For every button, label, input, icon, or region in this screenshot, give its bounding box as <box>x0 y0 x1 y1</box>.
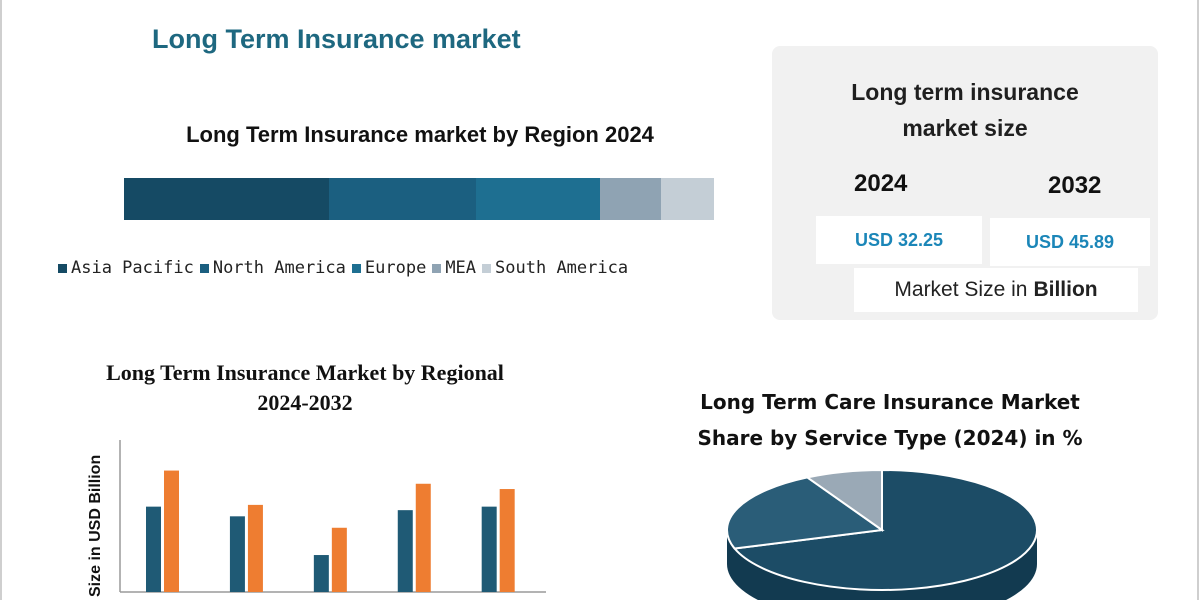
market-size-title: Long term insurance market size <box>851 79 1079 141</box>
region-segment-mea <box>599 178 662 220</box>
legend-item: North America <box>199 258 346 278</box>
bar-group-2-series-1 <box>229 516 245 592</box>
legend-item: South America <box>482 258 628 278</box>
pie-slice-2 <box>726 476 885 550</box>
legend-swatch <box>432 263 442 273</box>
unit-prefix: Market Size in <box>894 278 1028 301</box>
market-size-unit: Market Size in Billion <box>854 268 1138 312</box>
region-segment-south-america <box>661 178 714 220</box>
legend-swatch <box>351 263 361 273</box>
legend-label: North America <box>212 258 346 278</box>
legend-label: Europe <box>364 258 427 278</box>
year-2032-label: 2032 <box>1048 172 1102 199</box>
legend-label: South America <box>495 258 629 278</box>
regional-bar-chart: Size in USD Billion <box>87 440 546 597</box>
bar-group-4-series-2 <box>415 483 431 592</box>
bar-group-2-series-2 <box>247 504 263 592</box>
region-segment-north-america <box>329 178 477 220</box>
service-type-pie-chart <box>726 468 1038 600</box>
region-segment-europe <box>476 178 600 220</box>
region-segment-asia-pacific <box>124 178 330 220</box>
legend-label: MEA <box>445 258 477 278</box>
pie-slice-1 <box>732 468 1038 591</box>
bar-group-3-series-2 <box>331 527 347 592</box>
pie-chart-title: Long Term Care Insurance Market Share by… <box>697 390 1083 450</box>
legend-label: Asia Pacific <box>71 258 194 278</box>
regional-bar-chart-title: Long Term Insurance Market by Regional 2… <box>106 360 504 415</box>
legend-swatch <box>199 263 209 273</box>
year-2024-label: 2024 <box>854 170 908 197</box>
region-legend: Asia Pacific North America Europe MEA South … <box>58 258 634 278</box>
pie-slice-3 <box>804 468 883 532</box>
value-2024: USD 32.25 <box>816 216 982 264</box>
bar-group-1-series-1 <box>146 506 161 592</box>
legend-item: Europe <box>351 258 427 278</box>
y-axis-label: Size in USD Billion <box>87 455 104 597</box>
bar-group-5-series-2 <box>499 489 515 592</box>
region-chart-title: Long Term Insurance market by Region 202… <box>186 122 654 147</box>
bar-group-5-series-1 <box>481 506 497 592</box>
market-size-card: Long term insurance market size 2024 203… <box>772 46 1158 320</box>
bar-group-3-series-1 <box>313 555 329 592</box>
legend-swatch <box>58 263 67 273</box>
legend-item: Asia Pacific <box>58 258 194 278</box>
page-title: Long Term Insurance market <box>152 24 521 54</box>
bar-group-1-series-2 <box>164 470 179 592</box>
unit-bold: Billion <box>1033 278 1098 301</box>
value-2032: USD 45.89 <box>990 218 1150 266</box>
legend-item: MEA <box>432 258 476 278</box>
region-stacked-bar <box>124 178 714 220</box>
legend-swatch <box>482 263 492 273</box>
bar-group-4-series-1 <box>397 510 413 592</box>
